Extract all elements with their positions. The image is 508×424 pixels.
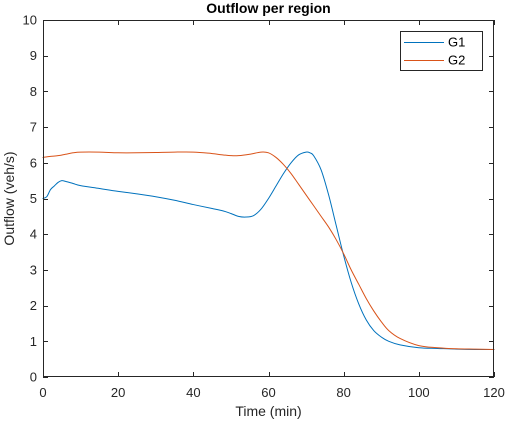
- legend: G1 G2: [400, 31, 483, 71]
- y-tick-label: 6: [30, 155, 37, 170]
- y-tick-labels: 0 1 2 3 4 5 6 7 8 9 10: [23, 13, 37, 385]
- y-tick-label: 1: [30, 334, 37, 349]
- y-axis-title: Outflow (veh/s): [1, 151, 17, 245]
- y-tick-label: 5: [30, 191, 37, 206]
- y-tick-label: 7: [30, 120, 37, 135]
- y-tick-label: 9: [30, 48, 37, 63]
- plot-border: [43, 20, 494, 377]
- legend-label-g2: G2: [448, 53, 465, 68]
- legend-box: [400, 31, 483, 71]
- series-line-g1: [42, 151, 495, 351]
- y-tick-label: 3: [30, 262, 37, 277]
- chart-title: Outflow per region: [206, 0, 330, 16]
- y-tick-label: 4: [30, 227, 37, 242]
- x-tick-label: 60: [261, 385, 275, 400]
- series-line-g2: [42, 151, 495, 351]
- y-tick-label: 0: [30, 370, 37, 385]
- x-tick-label: 120: [483, 385, 505, 400]
- x-axis-title: Time (min): [235, 403, 301, 419]
- x-tick-label: 20: [111, 385, 125, 400]
- legend-label-g1: G1: [448, 35, 465, 50]
- y-tick-label: 10: [23, 13, 37, 28]
- y-tick-label: 2: [30, 298, 37, 313]
- x-tick-label: 100: [408, 385, 430, 400]
- x-tick-label: 80: [336, 385, 350, 400]
- x-tick-labels: 0 20 40 60 80 100 120: [39, 385, 504, 400]
- series-lines: [42, 151, 495, 351]
- x-tick-label: 40: [186, 385, 200, 400]
- y-tick-label: 8: [30, 84, 37, 99]
- x-tick-label: 0: [39, 385, 46, 400]
